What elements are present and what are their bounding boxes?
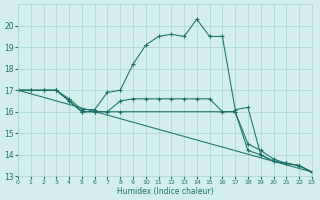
X-axis label: Humidex (Indice chaleur): Humidex (Indice chaleur) [116,187,213,196]
